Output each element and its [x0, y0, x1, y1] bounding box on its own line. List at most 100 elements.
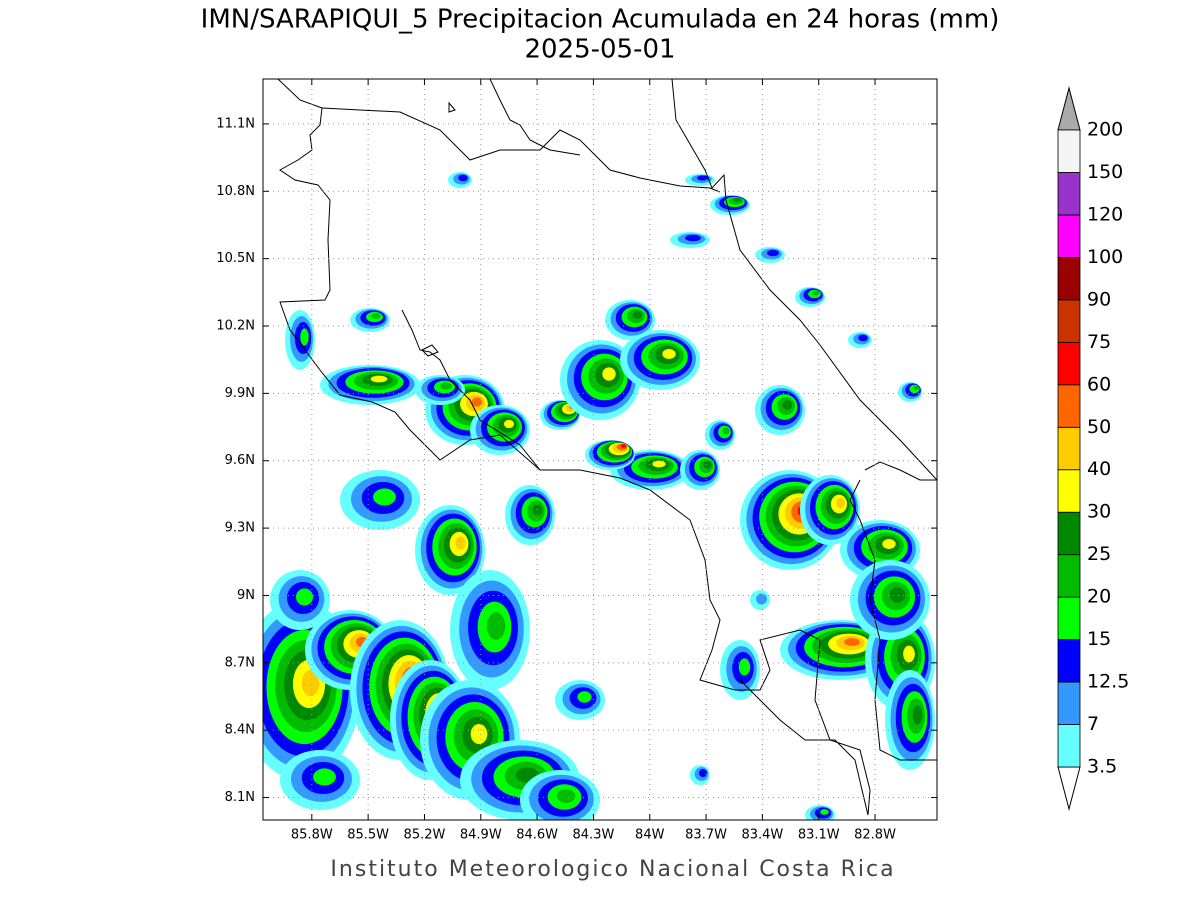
- coastlines: [277, 79, 937, 816]
- colorbar-box: [1057, 469, 1081, 513]
- colorbar-box: [1057, 681, 1081, 725]
- precip-contour: [458, 174, 468, 182]
- y-tick-label: 9.6N: [225, 453, 255, 468]
- y-tick-label: 10.5N: [216, 251, 255, 266]
- y-tick-label: 8.1N: [225, 790, 255, 805]
- precip-contour: [300, 328, 309, 346]
- y-tick-label: 8.4N: [225, 723, 255, 738]
- precip-contour: [722, 427, 730, 435]
- precip-contour: [889, 587, 906, 603]
- y-tick-label: 11.1N: [216, 116, 255, 131]
- plot-frame: [262, 78, 938, 821]
- x-tick-label: 85.5W: [347, 828, 389, 843]
- x-tick-label: 84.9W: [460, 828, 502, 843]
- colorbar-box: [1057, 724, 1081, 768]
- colorbar-box: [1057, 639, 1081, 683]
- precip-contour: [812, 290, 820, 296]
- colorbar-label: 60: [1087, 373, 1111, 395]
- colorbar-label: 90: [1087, 288, 1111, 310]
- precip-contour: [632, 311, 643, 319]
- precip-contour: [577, 691, 592, 703]
- colorbar-under: [1057, 766, 1081, 811]
- precip-contour: [882, 539, 896, 549]
- border: [321, 107, 721, 193]
- y-tick-label: 8.7N: [225, 655, 255, 670]
- colorbar-box: [1057, 384, 1081, 428]
- island: [421, 101, 456, 357]
- precip-contour: [440, 382, 452, 390]
- precip-contour: [313, 768, 336, 786]
- x-tick-label: 83.4W: [741, 828, 783, 843]
- colorbar-label: 50: [1087, 416, 1111, 438]
- precip-contour: [844, 638, 860, 646]
- subtitle: 2025-05-01: [524, 35, 675, 65]
- precip-contour: [820, 809, 829, 815]
- x-tick-label: 85.8W: [291, 828, 333, 843]
- precip-contour: [504, 419, 514, 429]
- y-tick-label: 9N: [237, 588, 255, 603]
- colorbar-label: 20: [1087, 586, 1111, 608]
- colorbar-label: 120: [1087, 203, 1123, 225]
- colorbar-label: 3.5: [1087, 756, 1117, 778]
- y-tick-label: 10.8N: [216, 184, 255, 199]
- coastline: [489, 79, 937, 481]
- precip-contour: [471, 397, 483, 407]
- precip-contour: [373, 488, 396, 506]
- precip-contour: [767, 249, 779, 257]
- x-tick-label: 83.1W: [798, 828, 840, 843]
- colorbar-box: [1057, 341, 1081, 386]
- precip-contour: [912, 705, 923, 725]
- precip-contour: [371, 313, 381, 319]
- precip-contour: [756, 593, 767, 605]
- colorbar-label: 25: [1087, 543, 1111, 565]
- y-tick-label: 9.9N: [225, 386, 255, 401]
- precip-contour: [455, 536, 466, 550]
- x-tick-label: 83.7W: [685, 828, 727, 843]
- precip-field: [263, 172, 935, 820]
- precip-contour: [782, 400, 793, 410]
- colorbar-label: 15: [1087, 628, 1111, 650]
- colorbar-label: 75: [1087, 331, 1111, 353]
- precip-contour: [858, 334, 868, 342]
- x-tick-label: 84W: [635, 828, 665, 843]
- footer: Instituto Meteorologico Nacional Costa R…: [330, 857, 895, 882]
- y-tick-label: 9.3N: [225, 521, 255, 536]
- title: IMN/SARAPIQUI_5 Precipitacion Acumulada …: [201, 5, 1000, 35]
- precip-contour: [738, 658, 751, 676]
- colorbar-label: 12.5: [1087, 671, 1129, 693]
- colorbar-box: [1057, 299, 1081, 343]
- colorbar-box: [1057, 596, 1081, 641]
- precip-contour: [698, 768, 708, 778]
- precip-contour: [685, 234, 701, 242]
- colorbar-box: [1057, 256, 1081, 301]
- precip-contour: [662, 349, 676, 359]
- coastline: [401, 309, 541, 471]
- colorbar-label: 200: [1087, 119, 1123, 141]
- precip-contour: [301, 669, 320, 697]
- precip-contour: [836, 497, 845, 509]
- coastline: [277, 79, 871, 816]
- precip-contour: [703, 461, 712, 469]
- colorbar-over: [1057, 86, 1081, 131]
- precip-contour: [370, 375, 388, 383]
- x-tick-label: 84.3W: [573, 828, 615, 843]
- x-tick-label: 85.2W: [404, 828, 446, 843]
- colorbar-box: [1057, 554, 1081, 598]
- colorbar-label: 30: [1087, 501, 1111, 523]
- precip-contour: [486, 612, 506, 640]
- x-tick-label: 84.6W: [516, 828, 558, 843]
- colorbar-label: 100: [1087, 246, 1123, 268]
- x-tick-label: 82.8W: [854, 828, 896, 843]
- colorbar-box: [1057, 426, 1081, 471]
- precip-contour: [733, 198, 742, 202]
- precip-contour: [470, 724, 488, 744]
- colorbar-box: [1057, 511, 1081, 556]
- colorbar-box: [1057, 172, 1081, 216]
- colorbar-label: 150: [1087, 161, 1123, 183]
- precip-contour: [620, 444, 627, 448]
- precip-contour: [532, 504, 543, 516]
- precip-contour: [295, 588, 314, 606]
- colorbar-label: 40: [1087, 458, 1111, 480]
